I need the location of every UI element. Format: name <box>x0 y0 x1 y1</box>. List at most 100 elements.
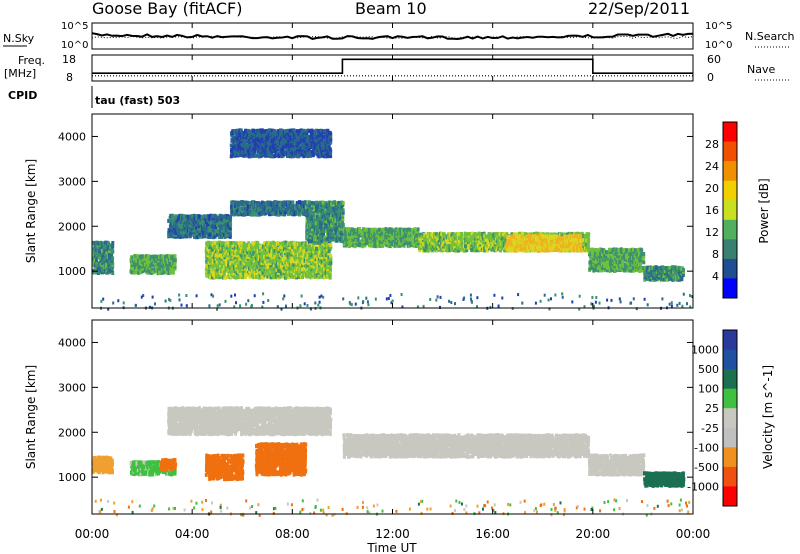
heatmap-cell <box>296 250 300 255</box>
heatmap-cell <box>319 208 323 213</box>
heatmap-cell <box>110 258 114 263</box>
heatmap-cell <box>309 255 313 260</box>
heatmap-cell <box>334 218 338 223</box>
heatmap-cell <box>363 243 367 248</box>
heatmap-cell <box>132 270 136 275</box>
noise-left-tick-bottom: 10^0 <box>61 40 88 51</box>
heatmap-cell <box>306 244 310 249</box>
heatmap-cell <box>295 273 299 278</box>
heatmap-cell <box>327 249 331 254</box>
heatmap-cell <box>401 231 404 236</box>
heatmap-cell <box>306 208 310 213</box>
noise-search-line <box>91 35 694 39</box>
heatmap-cell <box>172 224 176 229</box>
heatmap-cell <box>313 207 317 211</box>
heatmap-cell <box>268 259 272 264</box>
heatmap-cell <box>324 270 328 275</box>
heatmap-cell <box>256 267 260 272</box>
noise-sky-label: N.Sky <box>3 32 35 45</box>
heatmap-cell <box>320 244 324 249</box>
heatmap-cell <box>222 273 226 277</box>
heatmap-cell <box>205 214 208 219</box>
heatmap-cell <box>243 203 247 207</box>
heatmap-cell <box>227 215 230 220</box>
heatmap-cell <box>306 241 310 246</box>
heatmap-cell <box>579 248 583 253</box>
heatmap-cell <box>238 206 242 211</box>
heatmap-cell <box>137 270 140 275</box>
heatmap-cell <box>107 252 111 257</box>
heatmap-cell <box>579 238 583 243</box>
heatmap-cell <box>150 262 154 267</box>
heatmap-cell <box>252 256 256 261</box>
heatmap-cell <box>211 250 215 255</box>
heatmap-cell <box>239 256 243 261</box>
heatmap-cell <box>271 256 275 261</box>
heatmap-cell <box>207 251 211 256</box>
heatmap-cell <box>331 223 335 228</box>
heatmap-cell <box>248 243 252 248</box>
heatmap-cell <box>211 247 215 252</box>
heatmap-cell <box>323 228 327 233</box>
heatmap-cell <box>250 245 254 250</box>
heatmap-cell <box>220 243 223 248</box>
heatmap-cell <box>380 235 383 240</box>
heatmap-cell <box>250 212 254 217</box>
heatmap-cell <box>201 218 204 222</box>
heatmap-cell <box>218 213 222 218</box>
heatmap-cell <box>396 227 400 232</box>
heatmap-cell <box>137 258 140 263</box>
heatmap-cell <box>276 245 279 250</box>
heatmap-cell <box>260 210 264 215</box>
heatmap-cell <box>320 265 324 270</box>
heatmap-cell <box>412 237 416 242</box>
heatmap-cell <box>295 210 299 215</box>
heatmap-cell <box>307 267 311 272</box>
heatmap-cell <box>260 261 264 266</box>
heatmap-cell <box>310 203 314 208</box>
heatmap-cell <box>642 260 646 265</box>
heatmap-cell <box>313 239 317 243</box>
heatmap-cell <box>150 267 154 271</box>
heatmap-cell <box>356 236 360 241</box>
heatmap-cell <box>302 249 306 254</box>
heatmap-cell <box>206 245 210 250</box>
heatmap-cell <box>208 235 212 239</box>
heatmap-cell <box>214 216 218 221</box>
nave-label: Nave <box>747 63 775 76</box>
heatmap-cell <box>167 230 171 235</box>
heatmap-cell <box>272 271 276 276</box>
heatmap-cell <box>211 271 215 276</box>
heatmap-cell <box>148 268 151 273</box>
heatmap-cell <box>309 239 313 244</box>
heatmap-cell <box>410 234 414 239</box>
heatmap-cell <box>313 236 317 241</box>
heatmap-cell <box>227 230 231 235</box>
heatmap-cell <box>183 220 187 225</box>
heatmap-cell <box>386 233 389 238</box>
heatmap-cell <box>303 210 307 215</box>
heatmap-cell <box>229 214 233 219</box>
heatmap-cell <box>246 249 250 254</box>
heatmap-cell <box>286 203 290 208</box>
heatmap-cell <box>198 214 201 219</box>
heatmap-cell <box>316 261 320 266</box>
heatmap-cell <box>111 256 115 261</box>
heatmap-cell <box>328 238 332 243</box>
heatmap-cell <box>330 225 334 230</box>
heatmap-cell <box>228 226 232 231</box>
heatmap-cell <box>263 210 267 215</box>
heatmap-cell <box>331 213 335 218</box>
heatmap-cell <box>220 234 224 239</box>
heatmap-cell <box>307 237 311 242</box>
heatmap-cell <box>310 273 314 278</box>
heatmap-cell <box>238 240 242 245</box>
heatmap-cell <box>329 245 333 250</box>
heatmap-cell <box>335 208 339 213</box>
heatmap-cell <box>144 265 148 270</box>
heatmap-cell <box>231 206 235 211</box>
heatmap-cell <box>111 241 115 245</box>
heatmap-cell <box>227 263 231 268</box>
heatmap-cell <box>171 213 175 218</box>
heatmap-cell <box>315 200 319 205</box>
